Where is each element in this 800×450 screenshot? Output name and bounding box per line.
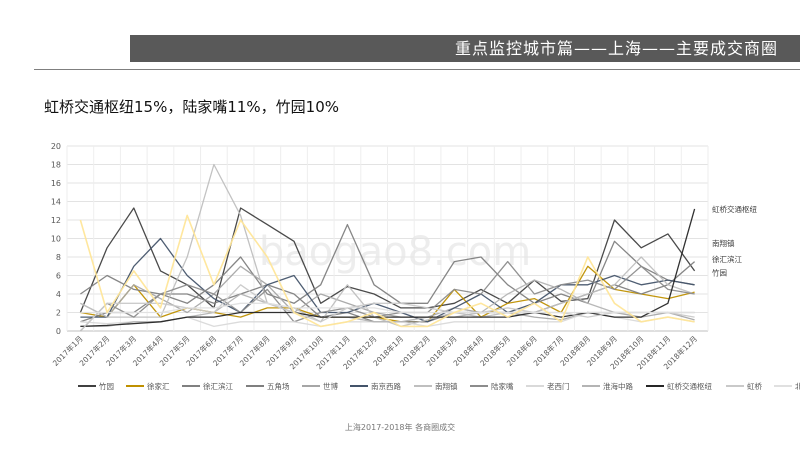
legend-label: 世博 (323, 381, 338, 391)
series-line-5 (80, 237, 695, 323)
watermark: baogao8.com (259, 229, 531, 275)
y-tick-label: 4 (56, 290, 61, 299)
y-tick-label: 16 (51, 179, 61, 188)
y-tick-label: 8 (56, 253, 61, 262)
header-title: 重点监控城市篇——上海——主要成交商圈 (454, 39, 778, 58)
footnote: 上海2017-2018年 各商圈成交 (344, 423, 456, 432)
legend-label: 虹桥 (747, 381, 762, 391)
legend-label: 五角场 (267, 381, 290, 391)
y-tick-label: 0 (56, 327, 61, 336)
legend-label: 徐家汇 (147, 381, 170, 391)
legend: 竹园 徐家汇 徐汇滨江 五角场 世博 南京西路 南翔镇 陆家嘴 老西门 淮海中路 虹桥交通枢纽 虹桥 北… (78, 381, 800, 391)
series-line-12 (80, 302, 695, 314)
y-axis-ticks: 0 2 4 6 8 10 12 14 16 18 20 (51, 142, 61, 336)
y-tick-label: 12 (51, 216, 61, 225)
end-label: 虹桥交通枢纽 (712, 204, 757, 214)
x-axis-ticks: 2017年1月2017年2月2017年3月2017年4月2017年5月2017年… (50, 333, 699, 371)
legend-label: 淮海中路 (603, 381, 633, 391)
legend-label: 徐汇滨江 (203, 381, 233, 391)
series-line-13 (79, 214, 695, 328)
y-tick-label: 18 (51, 161, 61, 170)
legend-label: 南京西路 (371, 381, 401, 391)
y-tick-label: 14 (51, 198, 61, 207)
series-line-7 (79, 260, 695, 332)
line-chart: baogao8.com 0 2 4 6 8 10 12 14 16 18 20 2017年1月201… (50, 142, 800, 391)
series-lines (79, 163, 696, 332)
chart-grid (66, 145, 709, 332)
legend-label: 陆家嘴 (491, 381, 514, 391)
y-tick-label: 20 (51, 142, 61, 151)
y-tick-label: 10 (51, 235, 61, 244)
series-line-10 (80, 208, 696, 328)
header-bar: 重点监控城市篇——上海——主要成交商圈 (130, 35, 800, 62)
legend-label: 虹桥交通枢纽 (667, 381, 712, 391)
legend-label: 竹园 (99, 381, 114, 391)
legend-label: 南翔镇 (435, 381, 458, 391)
end-label: 徐汇滨江 (712, 254, 742, 264)
y-tick-label: 6 (56, 272, 61, 281)
legend-label: 老西门 (547, 381, 570, 391)
end-label: 竹园 (712, 268, 727, 278)
series-line-11 (79, 284, 695, 332)
y-tick-label: 2 (56, 309, 61, 318)
end-label: 南翔镇 (712, 238, 735, 248)
legend-label: 北站 (795, 381, 800, 391)
header-divider (34, 69, 800, 70)
headline: 虹桥交通枢纽15%，陆家嘴11%，竹园10% (44, 98, 340, 116)
series-line-0 (79, 207, 696, 313)
